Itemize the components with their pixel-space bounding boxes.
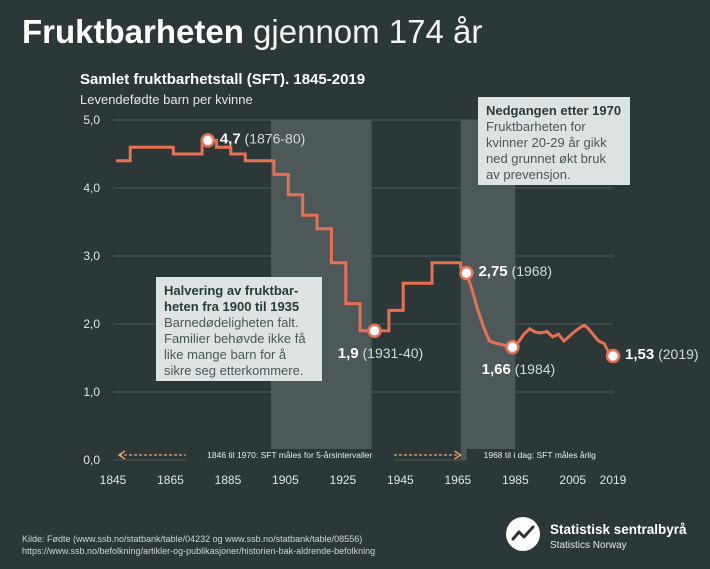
highlight-period: (1931-40) — [359, 345, 424, 361]
highlight-marker — [459, 265, 474, 281]
chart-subtitle: Levendefødte barn per kvinne — [80, 92, 253, 107]
range-annotation-label: 1846 til 1970: SFT måles for 5-årsinterv… — [207, 450, 372, 460]
headline-light: gjennom 174 år — [253, 13, 483, 50]
x-tick-label: 2019 — [600, 473, 627, 487]
highlight-marker — [200, 133, 216, 148]
y-tick-label: 0,0 — [83, 453, 100, 467]
highlight-value: 4,7 — [220, 130, 241, 147]
ssb-logo-subtitle: Statistics Norway — [550, 540, 627, 551]
highlight-marker — [505, 339, 520, 355]
highlight-label: 1,9 (1931-40) — [338, 345, 423, 362]
x-tick-label: 1945 — [387, 473, 414, 487]
highlight-label: 1,53 (2019) — [625, 346, 699, 363]
x-tick-label: 1865 — [157, 473, 184, 487]
callout-1900-body: Barnedødeligheten falt. Familier behøvde… — [164, 315, 306, 378]
highlight-value: 2,75 — [478, 263, 507, 280]
highlight-period: (1968) — [508, 263, 552, 279]
callout-1900-title: Halvering av fruktbar-heten fra 1900 til… — [164, 283, 300, 314]
y-tick-label: 4,0 — [83, 181, 100, 195]
callout-halving-1900-1935: Halvering av fruktbar-heten fra 1900 til… — [156, 277, 322, 381]
chart-title: Samlet fruktbarhetstall (SFT). 1845-2019 — [80, 71, 366, 88]
x-tick-label: 1985 — [502, 473, 529, 487]
source-line-1: Kilde: Fødte (www.ssb.no/statbank/table/… — [22, 534, 363, 544]
callout-1970-title: Nedgangen etter 1970 — [486, 103, 622, 118]
highlight-value: 1,9 — [338, 345, 359, 362]
highlight-value: 1,53 — [625, 346, 654, 363]
highlight-period: (1984) — [511, 361, 555, 377]
x-tick-label: 1905 — [272, 473, 299, 487]
highlight-marker — [605, 348, 621, 364]
callout-decline-after-1970: Nedgangen etter 1970 Fruktbarheten for k… — [478, 97, 630, 185]
x-tick-label: 1965 — [444, 473, 471, 487]
ssb-logo-name: Statistisk sentralbyrå — [550, 522, 687, 537]
highlight-label: 2,75 (1968) — [478, 263, 552, 280]
highlight-period: (2019) — [654, 346, 698, 362]
range-annotation-label: 1968 til i dag: SFT måles årlig — [484, 450, 597, 460]
y-tick-label: 3,0 — [83, 249, 100, 263]
range-label-bg-1 — [466, 449, 613, 461]
y-tick-label: 5,0 — [83, 113, 100, 127]
ssb-logo-icon — [506, 517, 540, 551]
callout-1970-body: Fruktbarheten for kvinner 20-29 år gikk … — [486, 119, 607, 182]
highlight-label: 4,7 (1876-80) — [220, 130, 305, 147]
series-line-SFT — [115, 138, 614, 358]
highlight-period: (1876-80) — [241, 130, 306, 146]
y-tick-label: 2,0 — [83, 317, 100, 331]
source-note: Kilde: Fødte (www.ssb.no/statbank/table/… — [22, 533, 375, 557]
range-arrow-head-left-0 — [117, 450, 126, 460]
ssb-logo-mark — [511, 525, 535, 541]
y-tick-label: 1,0 — [83, 385, 100, 399]
highlight-value: 1,66 — [482, 361, 511, 378]
headline-bold: Fruktbarheten — [22, 13, 244, 50]
page-headline: Fruktbarheten gjennom 174 år — [22, 12, 482, 52]
highlight-marker — [367, 323, 382, 339]
range-label-bg-0 — [185, 449, 394, 461]
highlight-label: 1,66 (1984) — [482, 361, 556, 378]
range-arrow-head-right-0 — [454, 450, 462, 460]
x-tick-label: 1845 — [100, 473, 127, 487]
x-tick-label: 1925 — [330, 473, 357, 487]
source-line-2: https://www.ssb.no/befolkning/artikler-o… — [22, 546, 376, 556]
x-tick-label: 2005 — [559, 473, 586, 487]
x-tick-label: 1885 — [215, 473, 242, 487]
